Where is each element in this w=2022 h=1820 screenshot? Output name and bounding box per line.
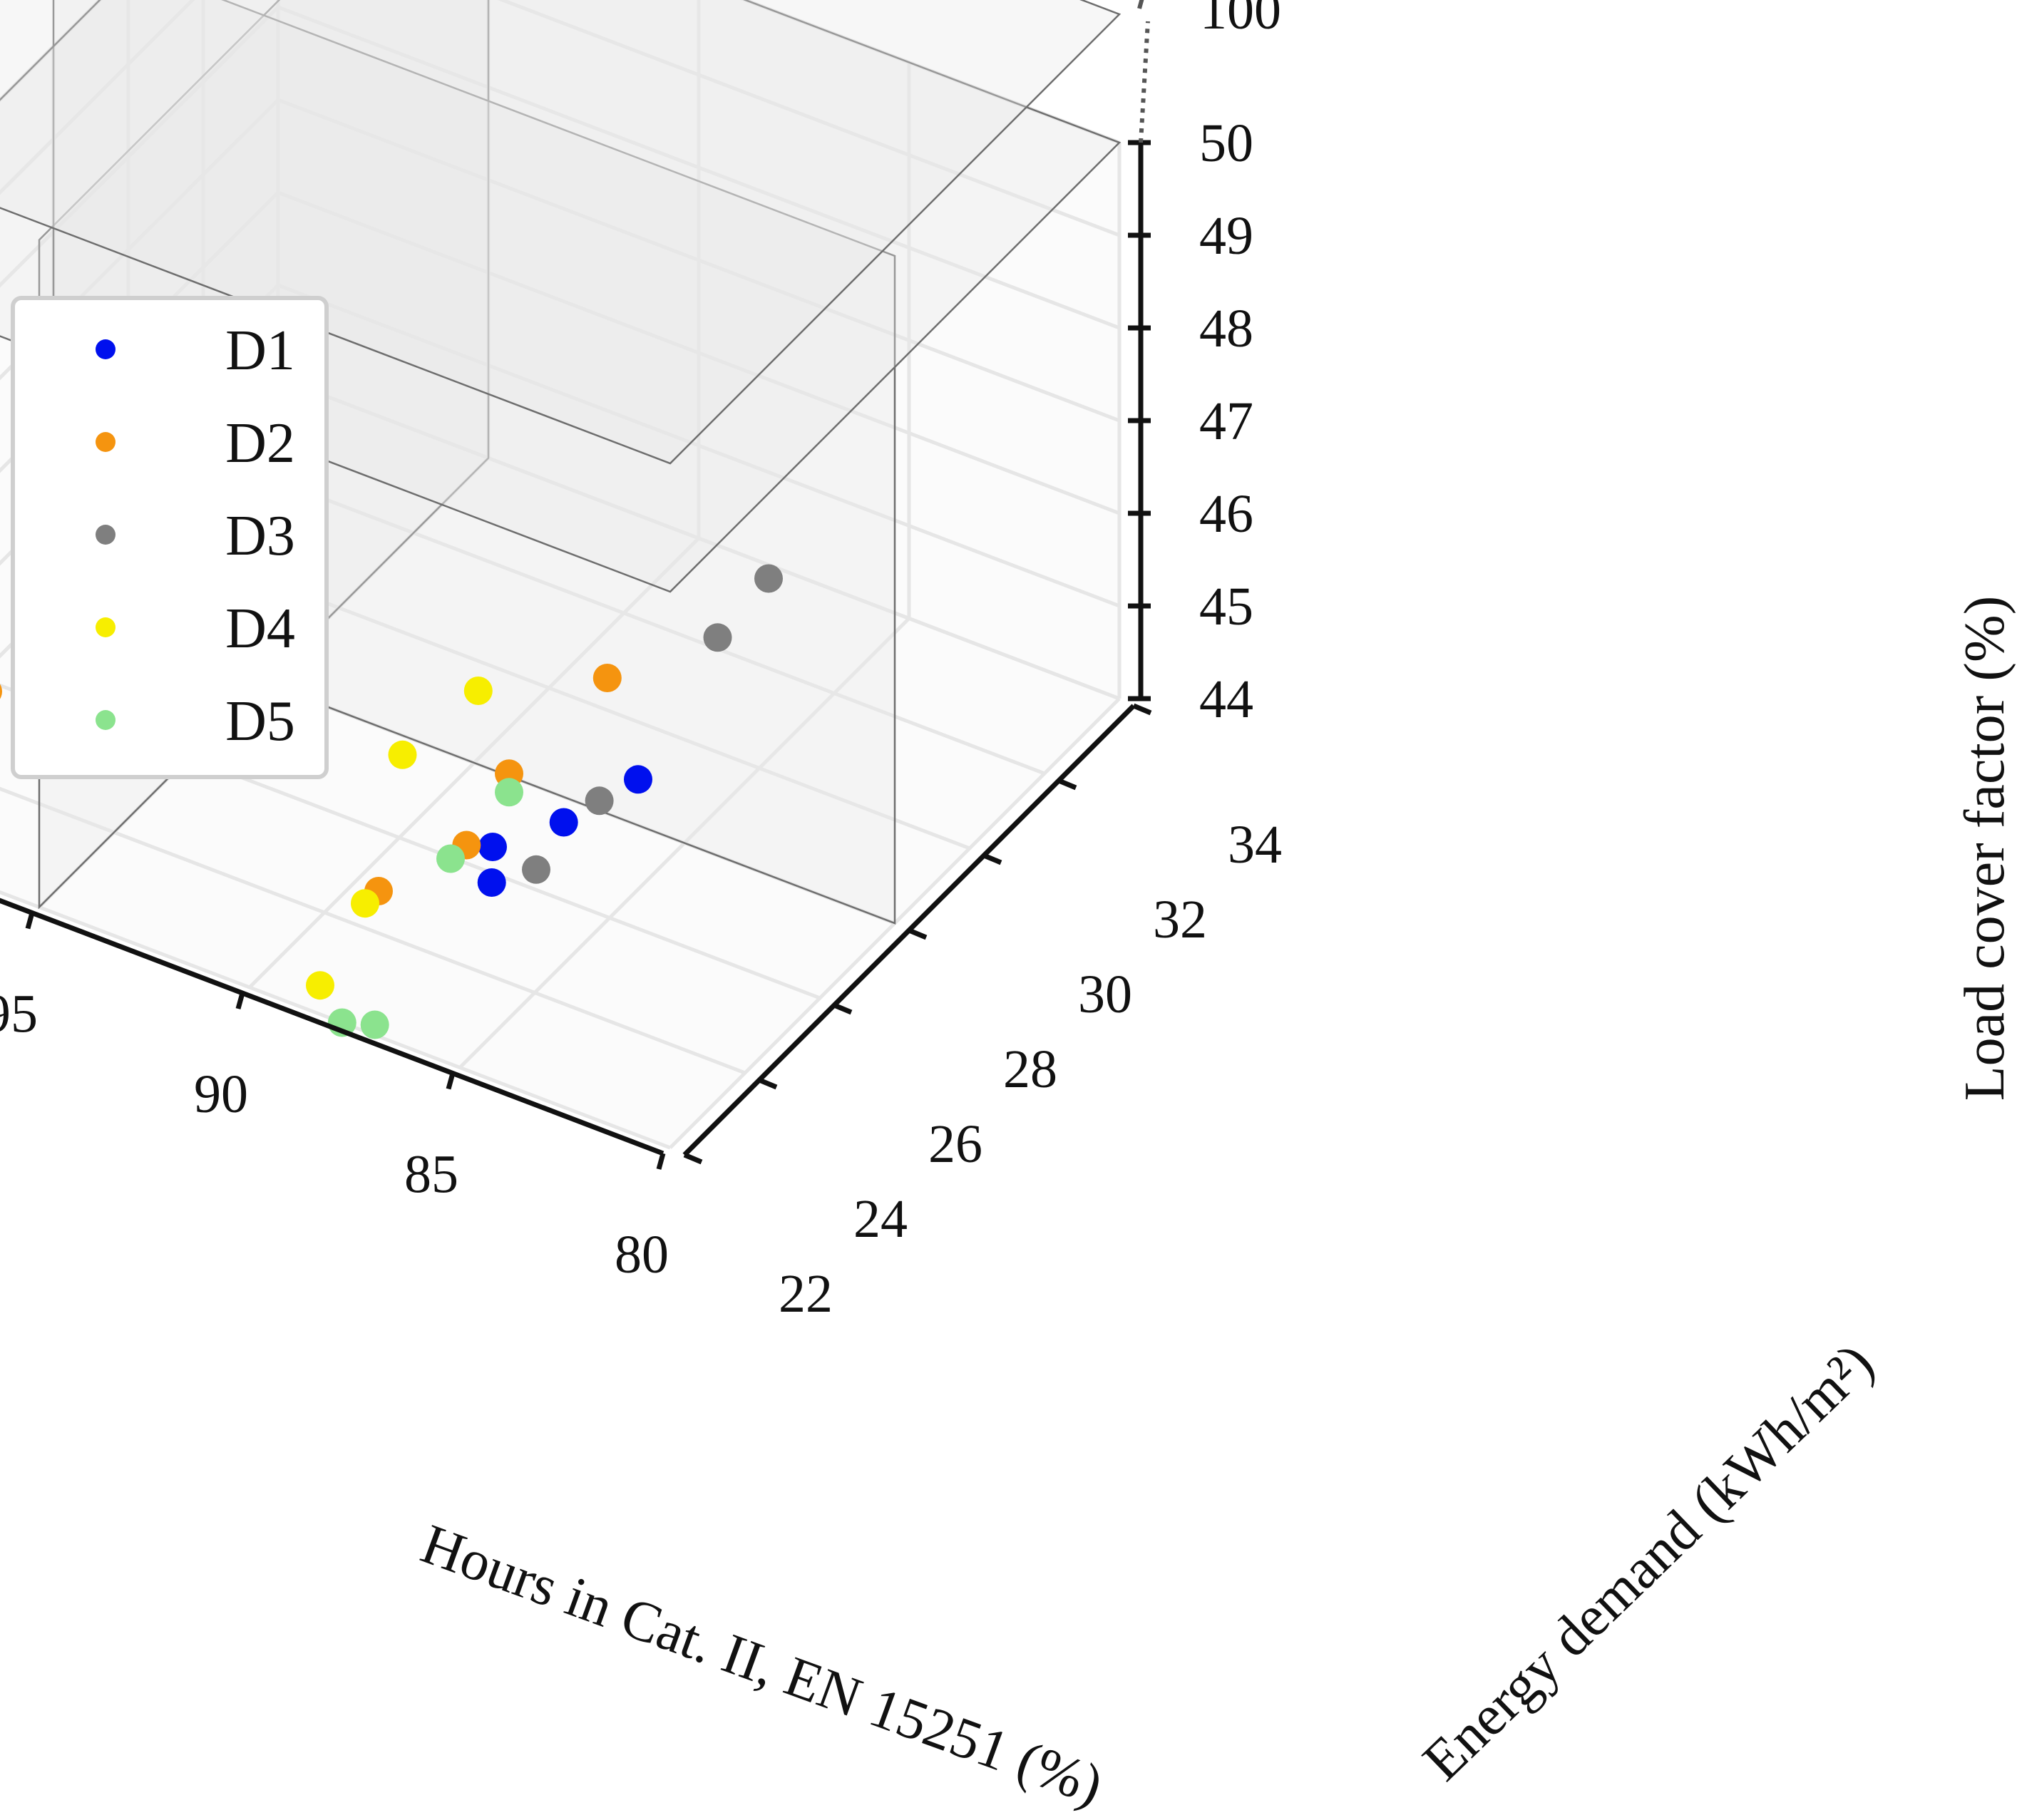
legend-marker-d3 bbox=[96, 525, 116, 545]
data-point-d3 bbox=[522, 855, 550, 884]
x-tick-label: 85 bbox=[404, 1145, 458, 1205]
data-point-d3 bbox=[585, 786, 614, 816]
z-tick-label: 46 bbox=[1199, 484, 1253, 544]
z-tick-label: 49 bbox=[1199, 206, 1253, 266]
z-tick-label: 47 bbox=[1199, 391, 1253, 451]
legend-label-d3: D3 bbox=[225, 505, 295, 567]
z-axis-break bbox=[1139, 21, 1150, 143]
y-tick bbox=[1057, 778, 1077, 791]
data-point-d2 bbox=[0, 684, 2, 699]
data-point-d1 bbox=[478, 833, 507, 861]
legend-label-d1: D1 bbox=[225, 319, 295, 382]
z-tick-label-break: 100 bbox=[1200, 0, 1281, 41]
z-tick-label: 44 bbox=[1199, 669, 1253, 729]
y-tick-label: 26 bbox=[928, 1114, 982, 1174]
y-tick-label: 30 bbox=[1078, 965, 1132, 1024]
y-tick-label: 34 bbox=[1228, 815, 1282, 875]
data-point-d4 bbox=[388, 740, 417, 769]
legend-label-d2: D2 bbox=[225, 412, 295, 475]
legend-marker-d2 bbox=[96, 432, 116, 452]
y-axis-title: Energy demand (kWh/m²) bbox=[1411, 1332, 1885, 1793]
x-tick bbox=[656, 1153, 666, 1170]
y-tick bbox=[1132, 703, 1152, 716]
z-tick-label: 48 bbox=[1199, 299, 1253, 359]
data-point-d5 bbox=[436, 844, 465, 873]
y-tick bbox=[982, 853, 1002, 865]
data-point-d2 bbox=[592, 664, 622, 692]
z-tick-label: 50 bbox=[1199, 113, 1253, 173]
data-point-d1 bbox=[624, 765, 652, 794]
data-point-d4 bbox=[306, 971, 334, 1000]
y-tick bbox=[758, 1077, 778, 1090]
x-tick-label: 90 bbox=[194, 1064, 248, 1124]
legend: D1 D2 D3 D4 D5 bbox=[11, 296, 329, 779]
data-point-d3 bbox=[703, 623, 732, 652]
legend-frame bbox=[11, 296, 329, 779]
axes: 1009590858022242628303234444546474849501… bbox=[0, 0, 1282, 1324]
z-axis-break-mark bbox=[1137, 0, 1144, 9]
y-tick bbox=[833, 1002, 853, 1015]
legend-marker-d1 bbox=[96, 339, 116, 359]
y-tick-label: 24 bbox=[853, 1189, 908, 1249]
y-tick bbox=[908, 927, 928, 940]
z-axis-title: Load cover factor (%) bbox=[1954, 596, 2016, 1101]
data-point-d4 bbox=[463, 677, 493, 705]
legend-marker-d4 bbox=[96, 617, 116, 637]
x-tick-label: 95 bbox=[0, 984, 38, 1044]
x-tick bbox=[25, 912, 35, 930]
plane-load-cover-threshold bbox=[0, 0, 1122, 593]
legend-label-d5: D5 bbox=[225, 690, 295, 753]
legend-marker-d5 bbox=[96, 710, 116, 730]
plane-load-cover-top bbox=[0, 0, 1122, 465]
data-point-d1 bbox=[549, 808, 578, 837]
y-tick-label: 32 bbox=[1153, 890, 1207, 950]
y-tick bbox=[683, 1152, 703, 1165]
data-point-d5 bbox=[360, 1010, 389, 1039]
x-tick-label: 80 bbox=[615, 1225, 669, 1285]
x-tick bbox=[235, 992, 245, 1009]
data-point-d5 bbox=[495, 778, 523, 807]
data-point-d3 bbox=[754, 564, 783, 593]
plane-energy-threshold bbox=[52, 0, 896, 925]
x-axis-title: Hours in Cat. II, EN 15251 (%) bbox=[414, 1513, 1111, 1816]
x-tick bbox=[446, 1072, 456, 1090]
y-tick-label: 28 bbox=[1003, 1039, 1057, 1099]
legend-label-d4: D4 bbox=[225, 597, 295, 660]
data-point-d4 bbox=[351, 889, 379, 918]
y-tick-label: 22 bbox=[779, 1264, 833, 1324]
z-tick-label: 45 bbox=[1199, 577, 1253, 637]
data-point-d1 bbox=[477, 868, 506, 897]
